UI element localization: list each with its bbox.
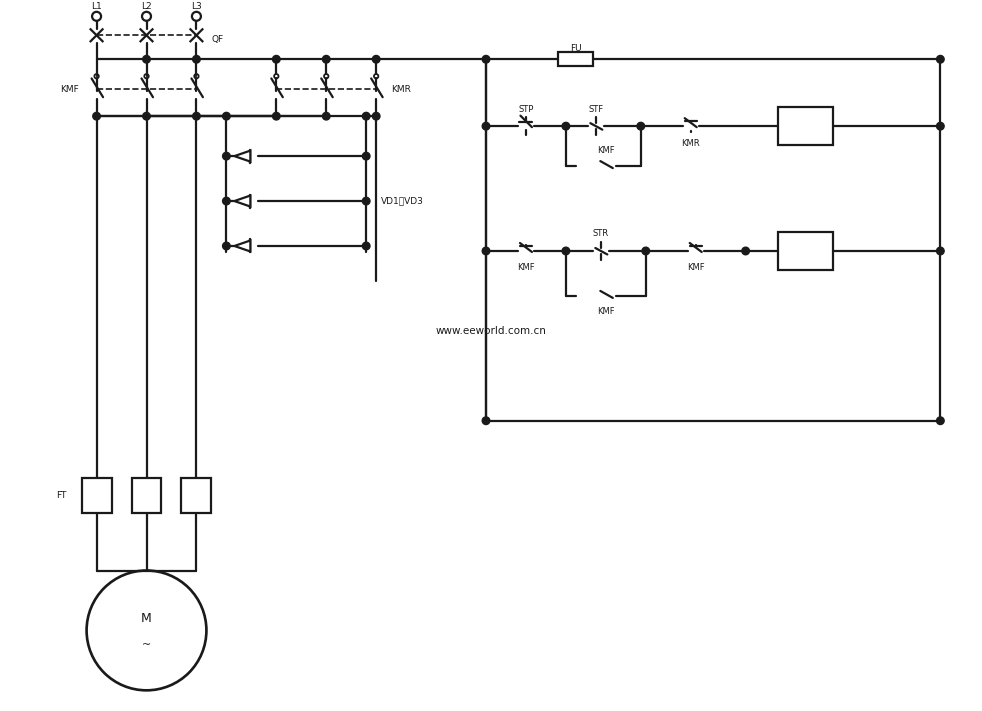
Circle shape <box>372 55 380 63</box>
Text: www.eeworld.com.cn: www.eeworld.com.cn <box>436 326 546 336</box>
Text: KMF: KMF <box>518 264 535 272</box>
Text: FU: FU <box>571 44 581 53</box>
Text: KMF: KMF <box>686 264 704 272</box>
Text: VD1～VD3: VD1～VD3 <box>381 196 424 205</box>
Circle shape <box>937 122 944 130</box>
Circle shape <box>482 247 490 255</box>
Text: KMF: KMF <box>796 122 815 131</box>
Circle shape <box>937 417 944 424</box>
Text: KMF: KMF <box>60 85 79 94</box>
Circle shape <box>142 112 150 120</box>
Text: L1: L1 <box>91 2 102 11</box>
Circle shape <box>637 122 644 130</box>
Circle shape <box>273 112 280 120</box>
Circle shape <box>362 112 370 120</box>
Polygon shape <box>235 240 250 252</box>
Text: ~: ~ <box>141 641 151 651</box>
Text: M: M <box>141 612 152 625</box>
Circle shape <box>192 112 200 120</box>
Text: KMR: KMR <box>795 247 815 255</box>
Text: STR: STR <box>593 230 609 238</box>
Polygon shape <box>235 151 250 161</box>
Text: KMR: KMR <box>391 85 411 94</box>
Circle shape <box>192 55 200 63</box>
Text: STF: STF <box>588 105 603 114</box>
Circle shape <box>482 55 490 63</box>
Circle shape <box>937 55 944 63</box>
Circle shape <box>482 417 490 424</box>
Text: STP: STP <box>518 105 533 114</box>
Polygon shape <box>235 196 250 206</box>
Circle shape <box>92 112 100 120</box>
Circle shape <box>273 55 280 63</box>
Circle shape <box>562 247 570 255</box>
Circle shape <box>741 247 749 255</box>
Circle shape <box>223 112 230 120</box>
Text: FT: FT <box>56 491 67 500</box>
Text: L3: L3 <box>191 2 202 11</box>
Text: KMF: KMF <box>597 146 615 154</box>
Circle shape <box>142 55 150 63</box>
Circle shape <box>362 242 370 250</box>
Circle shape <box>642 247 649 255</box>
Circle shape <box>937 247 944 255</box>
Bar <box>778 232 833 270</box>
Circle shape <box>372 112 380 120</box>
Bar <box>82 478 112 513</box>
Bar <box>778 107 833 145</box>
Circle shape <box>362 152 370 160</box>
Circle shape <box>322 112 330 120</box>
Circle shape <box>322 55 330 63</box>
Text: KMF: KMF <box>597 307 615 316</box>
Circle shape <box>362 197 370 205</box>
Bar <box>559 53 593 66</box>
Circle shape <box>223 197 230 205</box>
Text: QF: QF <box>211 35 224 44</box>
Bar <box>132 478 161 513</box>
Circle shape <box>482 122 490 130</box>
Text: L2: L2 <box>141 2 152 11</box>
Bar <box>182 478 211 513</box>
Circle shape <box>223 242 230 250</box>
Circle shape <box>223 152 230 160</box>
Text: KMR: KMR <box>682 139 700 148</box>
Circle shape <box>562 122 570 130</box>
